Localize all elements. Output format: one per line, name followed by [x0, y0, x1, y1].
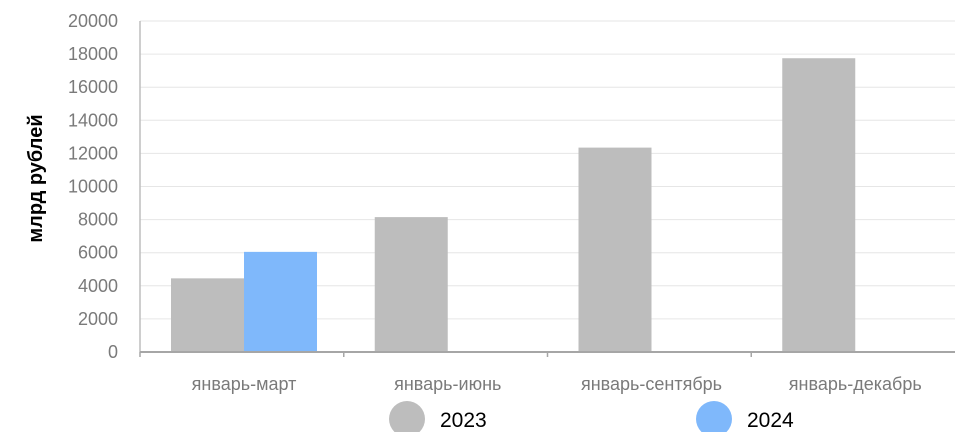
- x-tick-label: январь-декабрь: [789, 374, 922, 394]
- x-tick-labels: январь-март январь-июнь январь-сентябрь янв…: [192, 374, 922, 394]
- legend-label-2023: 2023: [440, 409, 487, 432]
- bar-2023-2: [374, 217, 448, 352]
- y-tick-label: 0: [108, 342, 118, 362]
- y-tick-label: 2000: [78, 309, 118, 329]
- legend: 2023 2024: [389, 401, 794, 437]
- axes: [139, 21, 955, 357]
- y-axis-label: млрд рублей: [25, 114, 47, 242]
- y-tick-label: 14000: [68, 110, 118, 130]
- y-tick-label: 6000: [78, 243, 118, 263]
- bars: [171, 58, 856, 353]
- x-tick-label: январь-июнь: [394, 374, 501, 394]
- bar-2024-1: [244, 251, 317, 352]
- y-tick-label: 4000: [78, 276, 118, 296]
- y-tick-label: 16000: [68, 77, 118, 97]
- legend-marker-2024: [696, 401, 732, 437]
- y-tick-label: 20000: [68, 11, 118, 31]
- bar-2023-3: [578, 147, 652, 352]
- y-tick-label: 10000: [68, 177, 118, 197]
- y-tick-label: 18000: [68, 44, 118, 64]
- bar-2023-4: [782, 58, 856, 353]
- x-tick-label: январь-сентябрь: [581, 374, 722, 394]
- bar-2023-1: [171, 278, 244, 352]
- x-tick-label: январь-март: [192, 374, 297, 394]
- y-tick-label: 8000: [78, 210, 118, 230]
- y-tick-label: 12000: [68, 143, 118, 163]
- legend-marker-2023: [389, 401, 425, 437]
- legend-label-2024: 2024: [747, 409, 794, 432]
- y-tick-labels: 0 2000 4000 6000 8000 10000 12000 14000 16000 180…: [68, 11, 118, 362]
